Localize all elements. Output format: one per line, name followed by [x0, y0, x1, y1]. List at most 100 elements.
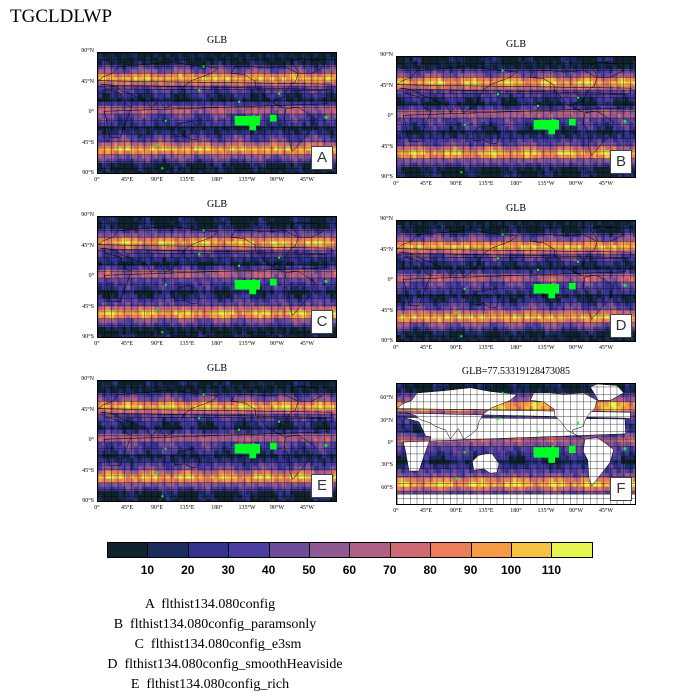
heatmap-cell — [150, 97, 155, 103]
heatmap-cell — [334, 278, 336, 283]
heatmap-cell — [230, 269, 235, 275]
heatmap-cell — [218, 118, 223, 123]
heatmap-cell — [238, 290, 243, 295]
heatmap-cell — [549, 77, 554, 82]
continent-outline — [582, 110, 614, 156]
heatmap-cell — [609, 142, 614, 147]
heatmap-cell — [102, 154, 107, 160]
heatmap-cell — [158, 118, 163, 123]
heatmap-cell — [214, 294, 219, 299]
heatmap-cell — [557, 89, 562, 95]
heatmap-cell — [154, 290, 159, 295]
heatmap-cell — [138, 298, 143, 303]
heatmap-cell — [310, 65, 315, 70]
heatmap-cell — [202, 109, 207, 115]
heatmap-cell — [553, 138, 558, 143]
heatmap-cell — [322, 138, 327, 143]
heatmap-cell — [126, 69, 131, 74]
heatmap-cell — [625, 93, 630, 99]
heatmap-cell — [485, 146, 490, 152]
heatmap-cell — [250, 265, 255, 271]
heatmap-cell — [262, 118, 267, 123]
heatmap-cell — [154, 273, 159, 279]
heatmap-cell — [521, 122, 526, 127]
heatmap-cell — [190, 229, 195, 234]
heatmap-cell — [397, 166, 402, 172]
heatmap-cell — [421, 162, 426, 168]
heatmap-cell — [162, 257, 167, 263]
heatmap-cell — [222, 229, 227, 234]
heatmap-cell — [445, 101, 450, 107]
heatmap-cell — [513, 61, 518, 66]
heatmap-cell — [521, 109, 526, 115]
heatmap-cell — [326, 126, 331, 131]
heatmap-cell — [310, 273, 315, 279]
lat-tick-label: 45°S — [82, 139, 94, 146]
heatmap-cell — [573, 150, 578, 156]
heatmap-cell — [489, 113, 494, 119]
heatmap-cell — [198, 286, 203, 291]
heatmap-cell — [106, 298, 111, 303]
heatmap-cell — [98, 166, 103, 172]
heatmap-cell — [481, 65, 486, 70]
heatmap-cell — [158, 249, 163, 255]
heatmap-cell — [250, 261, 255, 267]
heatmap-cell — [266, 225, 271, 230]
heatmap-cell — [238, 265, 243, 271]
heatmap-cell — [445, 118, 450, 123]
heatmap-cell — [453, 138, 458, 143]
heatmap-cell — [182, 101, 187, 107]
heatmap-cell — [226, 170, 231, 173]
heatmap-cell — [234, 69, 239, 74]
heatmap-cell — [453, 146, 458, 152]
heatmap-cell — [330, 126, 335, 131]
heatmap-cell — [469, 154, 474, 160]
heatmap-cell — [294, 294, 299, 299]
heatmap-cell — [234, 245, 239, 251]
heatmap-cell — [174, 217, 179, 222]
heatmap-cell — [270, 265, 275, 271]
heatmap-cell — [218, 241, 223, 246]
heatmap-cell — [493, 61, 498, 66]
heatmap-cell — [473, 93, 478, 99]
heatmap-cell — [613, 174, 618, 177]
heatmap-cell — [569, 97, 574, 103]
heatmap-cell — [417, 154, 422, 160]
heatmap-cell — [134, 273, 139, 279]
heatmap-cell — [501, 77, 506, 82]
heatmap-cell — [405, 158, 410, 164]
heatmap-cell — [334, 61, 336, 66]
heatmap-cell — [98, 253, 103, 259]
heatmap-cell — [126, 150, 131, 156]
heatmap-cell — [525, 61, 530, 66]
heatmap-cell — [122, 286, 127, 291]
heatmap-cell — [545, 109, 550, 115]
heatmap-cell — [573, 166, 578, 172]
heatmap-cell — [330, 265, 335, 271]
heatmap-cell — [166, 233, 171, 238]
heatmap-cell — [154, 150, 159, 156]
heatmap-cell — [118, 118, 123, 123]
heatmap-cell — [433, 61, 438, 66]
heatmap-cell — [413, 162, 418, 168]
heatmap-cell — [449, 81, 454, 86]
heatmap-cell — [565, 81, 570, 86]
heatmap-cell — [246, 166, 251, 172]
heatmap-cell — [202, 221, 207, 226]
heatmap-cell — [541, 150, 546, 156]
heatmap-cell — [218, 245, 223, 251]
heatmap-cell — [517, 142, 522, 147]
heatmap-cell — [529, 158, 534, 164]
heatmap-cell — [270, 126, 275, 131]
heatmap-cell — [473, 101, 478, 107]
heatmap-cell — [206, 61, 211, 66]
heatmap-cell — [154, 233, 159, 238]
heatmap-cell — [246, 65, 251, 70]
heatmap-cell — [114, 282, 119, 287]
heatmap-cell — [146, 57, 151, 62]
heatmap-cell — [190, 138, 195, 143]
heatmap-cell — [334, 257, 336, 263]
heatmap-cell — [118, 150, 123, 156]
heatmap-cell — [461, 105, 466, 111]
heatmap-cell — [154, 97, 159, 103]
